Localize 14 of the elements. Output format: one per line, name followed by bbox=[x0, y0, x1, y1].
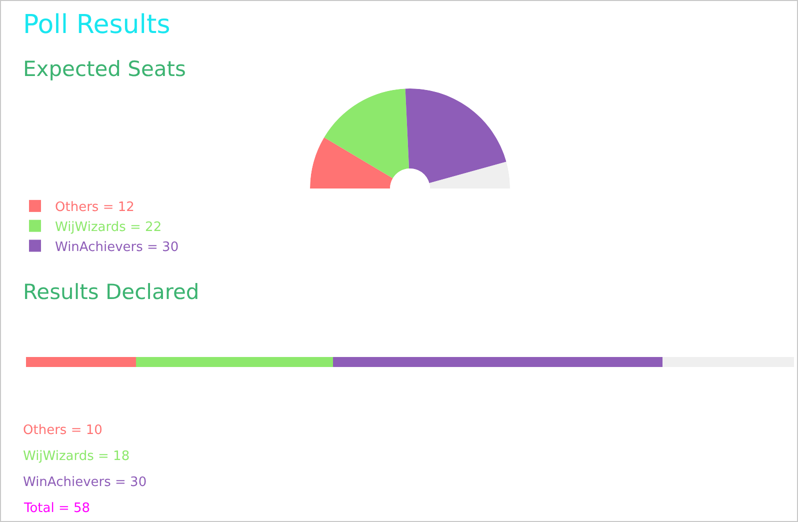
legend-label: Others = 12 bbox=[55, 200, 134, 216]
bar bbox=[662, 357, 794, 367]
text: Total = 58 bbox=[23, 501, 90, 516]
chart-title: Results Declared bbox=[23, 280, 200, 304]
chart-subtitle: Expected Seats bbox=[23, 57, 186, 81]
text: Others = 10 bbox=[23, 423, 102, 438]
bar bbox=[136, 357, 334, 367]
text: WinAchievers = 30 bbox=[23, 475, 147, 490]
chart-title: Poll Results bbox=[23, 10, 170, 40]
bar bbox=[333, 357, 663, 367]
bar bbox=[26, 357, 136, 367]
legend-label: WinAchievers = 30 bbox=[55, 240, 179, 255]
text: WijWizards = 18 bbox=[23, 449, 130, 464]
legend-label: WijWizards = 22 bbox=[55, 220, 162, 235]
